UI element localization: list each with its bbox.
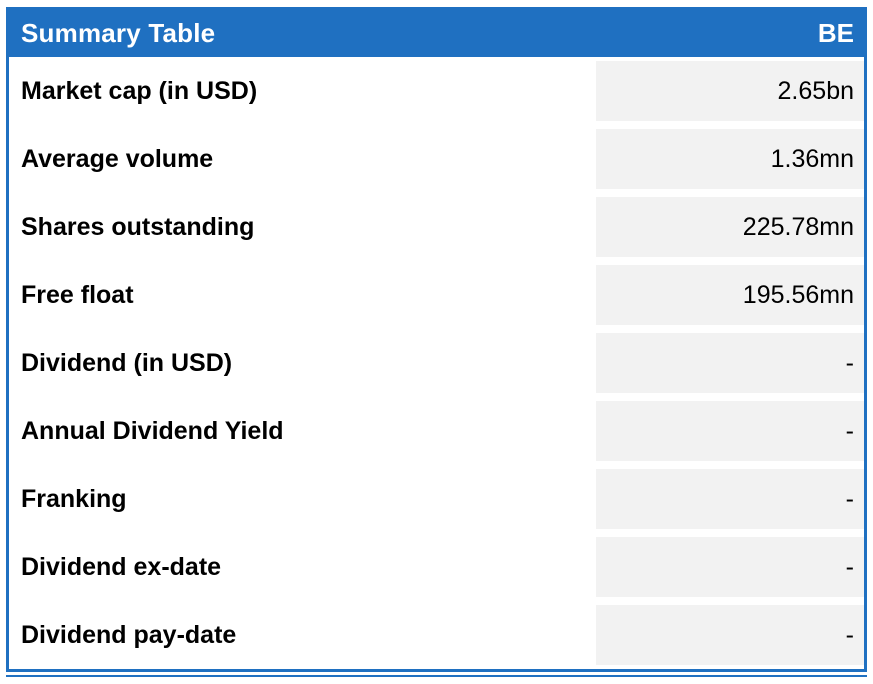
row-label: Market cap (in USD)	[9, 57, 596, 125]
row-value: -	[596, 605, 864, 665]
table-row: Dividend (in USD) -	[9, 329, 864, 397]
table-row: Market cap (in USD) 2.65bn	[9, 57, 864, 125]
row-label: Free float	[9, 261, 596, 329]
row-value: -	[596, 401, 864, 461]
table-row: Dividend ex-date -	[9, 533, 864, 601]
row-value: -	[596, 333, 864, 393]
row-label: Dividend ex-date	[9, 533, 596, 601]
row-label: Dividend pay-date	[9, 601, 596, 669]
table-row: Dividend pay-date -	[9, 601, 864, 669]
table-row: Annual Dividend Yield -	[9, 397, 864, 465]
row-value: 195.56mn	[596, 265, 864, 325]
row-value: -	[596, 537, 864, 597]
table-row: Average volume 1.36mn	[9, 125, 864, 193]
table-ticker: BE	[817, 18, 854, 48]
row-label: Franking	[9, 465, 596, 533]
table-title: Summary Table	[21, 18, 216, 48]
row-label: Dividend (in USD)	[9, 329, 596, 397]
row-value: 1.36mn	[596, 129, 864, 189]
table-row: Franking -	[9, 465, 864, 533]
table-header: Summary Table BE	[9, 10, 864, 57]
row-label: Annual Dividend Yield	[9, 397, 596, 465]
summary-table: Summary Table BE Market cap (in USD) 2.6…	[6, 7, 867, 672]
table-row: Free float 195.56mn	[9, 261, 864, 329]
row-label: Shares outstanding	[9, 193, 596, 261]
table-body: Market cap (in USD) 2.65bn Average volum…	[9, 57, 864, 669]
row-value: 225.78mn	[596, 197, 864, 257]
double-border-line	[6, 675, 867, 677]
row-value: -	[596, 469, 864, 529]
row-label: Average volume	[9, 125, 596, 193]
table-row: Shares outstanding 225.78mn	[9, 193, 864, 261]
row-value: 2.65bn	[596, 61, 864, 121]
